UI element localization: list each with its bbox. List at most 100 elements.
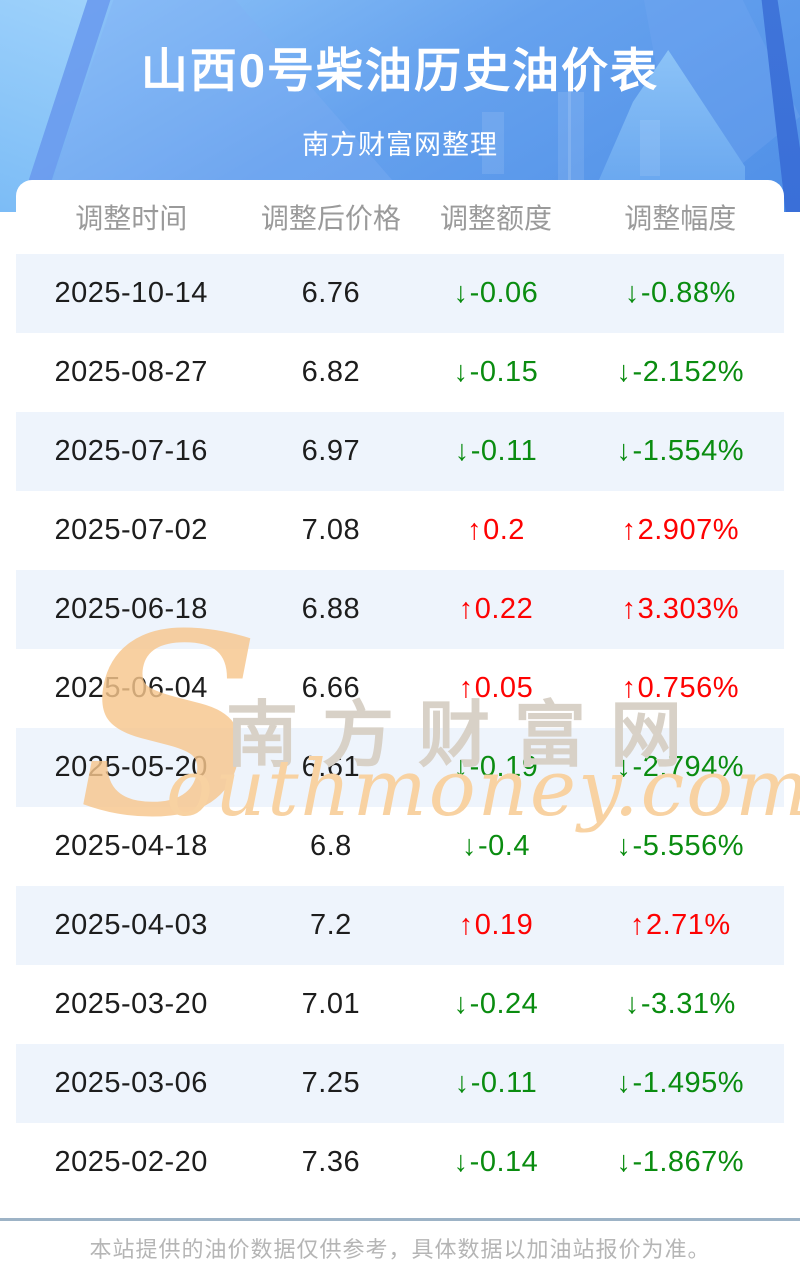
up-arrow-icon: ↑ — [621, 593, 637, 625]
down-arrow-icon: ↓ — [616, 1146, 632, 1178]
change-pct-cell: ↓-2.152% — [577, 333, 784, 412]
up-arrow-icon: ↑ — [629, 909, 645, 941]
change-pct-cell: ↑0.756% — [577, 649, 784, 728]
table-row: 2025-06-18 6.88 ↑0.22 ↑3.303% — [16, 570, 784, 649]
change-cell: ↑0.19 — [415, 886, 577, 965]
price-table-card: 调整时间 调整后价格 调整额度 调整幅度 2025-10-14 6.76 ↓-0.0… — [16, 180, 784, 1202]
down-arrow-icon: ↓ — [453, 751, 469, 783]
table-row: 2025-04-18 6.8 ↓-0.4 ↓-5.556% — [16, 807, 784, 886]
change-value: -0.15 — [469, 356, 539, 388]
change-value: 0.2 — [483, 514, 525, 546]
change-pct-cell: ↓-1.867% — [577, 1123, 784, 1202]
change-cell: ↓-0.11 — [415, 412, 577, 491]
change-pct-value: -0.88% — [640, 277, 736, 309]
change-value: -0.06 — [469, 277, 539, 309]
price-cell: 6.61 — [246, 728, 416, 807]
adjust-date-cell: 2025-06-04 — [54, 672, 208, 704]
table-header-row: 调整时间 调整后价格 调整额度 调整幅度 — [16, 180, 784, 254]
table-row: 2025-08-27 6.82 ↓-0.15 ↓-2.152% — [16, 333, 784, 412]
table-row: 2025-10-14 6.76 ↓-0.06 ↓ -0.88% — [16, 254, 784, 333]
adjust-date-cell: 2025-02-20 — [54, 1146, 208, 1178]
change-cell: ↓-0.24 — [415, 965, 576, 1044]
price-cell: 6.82 — [301, 356, 361, 388]
price-cell: 6.8 — [309, 830, 352, 862]
up-arrow-icon: ↑ — [467, 514, 483, 546]
down-arrow-icon: ↓ — [453, 277, 469, 309]
change-pct-value: -5.556% — [632, 830, 745, 862]
col-header-change-pct: 调整幅度 — [624, 203, 737, 234]
change-pct-value: 2.71% — [645, 909, 731, 941]
table-row: 2025-07-16 6.97 ↓-0.11 ↓-1.554% — [16, 412, 784, 491]
page-title: 山西0号柴油历史油价表 — [140, 44, 660, 97]
change-pct-value: 2.907% — [637, 514, 739, 546]
down-arrow-icon: ↓ — [616, 435, 632, 467]
header-banner: 山西0号柴油历史油价表 南方财富网整理 — [0, 0, 800, 212]
adjust-date-cell: 2025-04-18 — [54, 830, 208, 862]
col-header-adjust-time: 调整时间 — [75, 203, 188, 234]
adjust-date-cell: 2025-10-14 — [16, 254, 247, 333]
change-pct-cell: ↓-1.495% — [576, 1044, 784, 1123]
change-pct-cell: ↓-3.31% — [577, 965, 784, 1044]
price-cell: 7.36 — [301, 1146, 361, 1178]
change-value: -0.24 — [469, 988, 539, 1020]
change-pct-cell: ↓-2.794% — [576, 728, 784, 807]
down-arrow-icon: ↓ — [616, 751, 632, 783]
change-pct-cell: ↑2.907% — [577, 491, 784, 570]
price-cell: 7.25 — [246, 1044, 416, 1123]
adjust-date-cell: 2025-03-06 — [16, 1044, 247, 1123]
change-value: -0.11 — [470, 435, 538, 467]
table-row: 2025-04-03 7.2 ↑0.19 ↑2.71% — [16, 886, 784, 965]
adjust-date-cell: 2025-06-18 — [16, 570, 247, 649]
change-pct-value: 3.303% — [637, 593, 739, 625]
change-pct-value: -3.31% — [640, 988, 736, 1020]
col-header-change: 调整额度 — [439, 203, 552, 234]
change-value: -0.14 — [469, 1146, 539, 1178]
table-row: 2025-07-02 7.08 ↑0.2 ↑2.907% — [16, 491, 784, 570]
up-arrow-icon: ↑ — [621, 672, 637, 704]
down-arrow-icon: ↓ — [454, 435, 470, 467]
change-pct-value: -1.867% — [632, 1146, 745, 1178]
price-table: 调整时间 调整后价格 调整额度 调整幅度 2025-10-14 6.76 ↓-0.0… — [16, 180, 784, 1202]
change-pct-value: -1.495% — [632, 1067, 745, 1099]
change-pct-cell: ↓-5.556% — [577, 807, 784, 886]
disclaimer-text: 本站提供的油价数据仅供参考，具体数据以加油站报价为准。 — [89, 1237, 711, 1262]
down-arrow-icon: ↓ — [616, 830, 632, 862]
down-arrow-icon: ↓ — [454, 1067, 470, 1099]
page-subtitle: 南方财富网整理 — [302, 130, 498, 160]
table-row: 2025-03-06 7.25 ↓-0.11 ↓-1.495% — [16, 1044, 784, 1123]
down-arrow-icon: ↓ — [453, 1146, 469, 1178]
change-cell: ↓-0.06 — [415, 254, 577, 333]
candlestick-decor — [568, 74, 571, 184]
header-background-decor — [0, 0, 800, 212]
adjust-date-cell: 2025-08-27 — [54, 356, 208, 388]
price-cell: 6.97 — [246, 412, 416, 491]
table-body: 2025-10-14 6.76 ↓-0.06 ↓-0.88% 2025-08-27 6.8… — [16, 254, 784, 1202]
price-cell: 7.01 — [301, 988, 361, 1020]
candlestick-decor — [482, 112, 504, 174]
change-value: -0.11 — [470, 1067, 538, 1099]
change-pct-value: -2.794% — [632, 751, 745, 783]
down-arrow-icon: ↓ — [461, 830, 477, 862]
price-cell: 7.2 — [246, 886, 416, 965]
change-pct-cell: ↓-1.554% — [576, 412, 784, 491]
change-pct-value: -1.554% — [632, 435, 745, 467]
up-arrow-icon: ↑ — [458, 593, 474, 625]
adjust-date-cell: 2025-05-20 — [16, 728, 247, 807]
price-cell: 6.76 — [246, 254, 416, 333]
footer: 本站提供的油价数据仅供参考，具体数据以加油站报价为准。 — [0, 1218, 800, 1264]
price-cell: 6.66 — [301, 672, 361, 704]
table-row: 2025-02-20 7.36 ↓-0.14 ↓-1.867% — [16, 1123, 784, 1202]
change-value: -0.19 — [469, 751, 539, 783]
col-header-new-price: 调整后价格 — [260, 203, 401, 234]
change-pct-value: -2.152% — [632, 356, 745, 388]
change-value: 0.19 — [474, 909, 534, 941]
table-row: 2025-03-20 7.01 ↓-0.24 ↓-3.31% — [16, 965, 784, 1044]
adjust-date-cell: 2025-04-03 — [16, 886, 247, 965]
down-arrow-icon: ↓ — [453, 988, 469, 1020]
table-row: 2025-05-20 6.61 ↓-0.19 ↓-2.794% — [16, 728, 784, 807]
price-cell: 7.08 — [301, 514, 361, 546]
change-cell: ↓-0.14 — [415, 1123, 576, 1202]
adjust-date-cell: 2025-03-20 — [54, 988, 208, 1020]
change-value: 0.22 — [474, 593, 534, 625]
change-pct-cell: ↑2.71% — [576, 886, 784, 965]
